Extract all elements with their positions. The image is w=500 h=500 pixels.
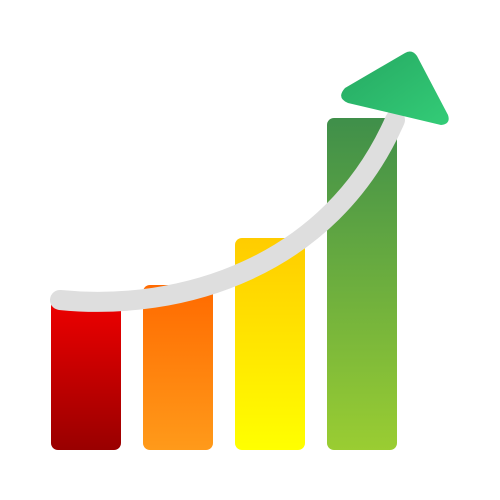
bar-1 (51, 300, 121, 450)
bar-2 (143, 285, 213, 450)
bar-3 (235, 238, 305, 450)
arrow-head-icon (341, 51, 449, 125)
growth-curve (50, 110, 405, 312)
